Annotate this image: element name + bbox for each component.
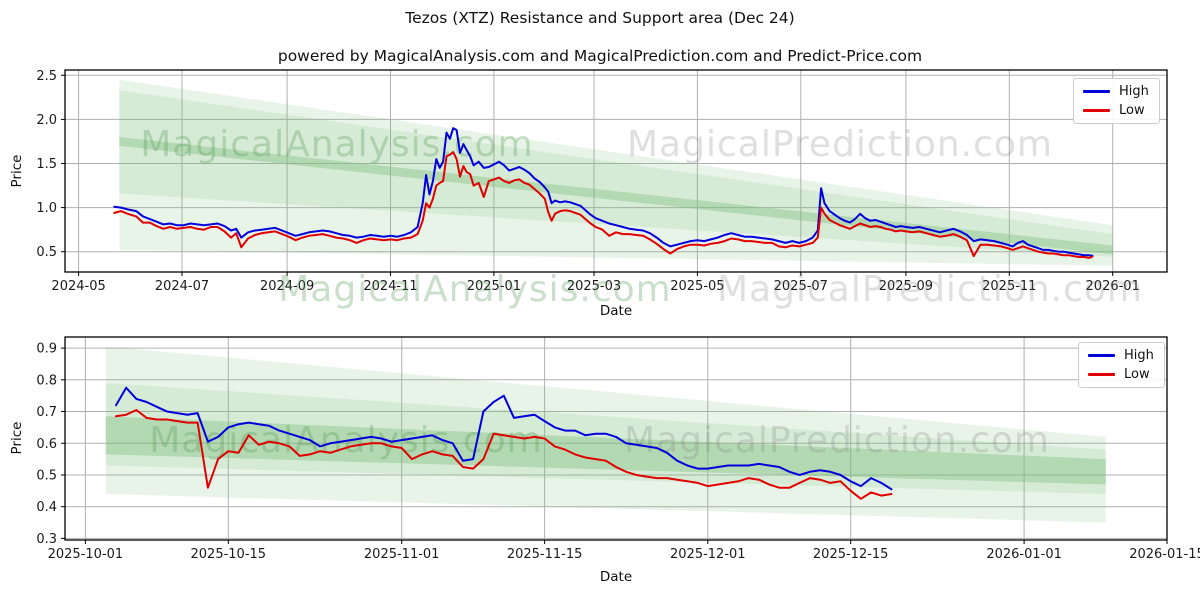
high-line-sample [1083,90,1110,93]
legend-item-low: Low [1088,368,1154,381]
legend-item-low: Low [1083,104,1149,117]
y-tick-label: 0.4 [36,500,57,515]
high-line [113,127,1094,257]
x-axis-label-bottom: Date [599,569,633,585]
chart-recent-zoom: MagicalAnalysis.com MagicalPrediction.com… [36,269,1200,562]
legend-label-low: Low [1124,367,1150,382]
chart-title: Tezos (XTZ) Resistance and Support area … [405,9,795,27]
legend-bottom: High Low [1078,342,1165,388]
legend-item-high: High [1088,349,1154,362]
legend-item-high: High [1083,85,1149,98]
legend-top: High Low [1073,78,1160,124]
low-line [113,151,1094,259]
y-tick-label: 0.5 [36,469,57,484]
y-tick-label: 0.9 [36,342,57,357]
x-tick-label: 2025-11 [982,279,1036,294]
x-tick-label: 2024-09 [260,279,314,294]
watermark-green: MagicalAnalysis.com [278,269,671,310]
x-tick-label: 2025-11-01 [364,547,440,562]
y-tick-label: 2.5 [36,69,57,84]
x-tick-label: 2025-10-01 [48,547,124,562]
watermark-gray: MagicalPrediction.com [624,420,1050,461]
x-tick-label: 2024-11 [363,279,417,294]
x-axis-label-top: Date [599,303,633,319]
plot-border [64,336,1168,541]
plot-border [64,69,1168,273]
x-tick-label: 2025-12-15 [813,547,889,562]
chart-subtitle: powered by MagicalAnalysis.com and Magic… [277,47,923,65]
watermark-gray: MagicalPrediction.com [717,269,1143,310]
y-tick-label: 0.3 [36,532,57,547]
y-axis-label-top: Price [9,154,25,188]
x-tick-label: 2025-09 [879,279,933,294]
support-resistance-band [105,416,1106,485]
support-resistance-band [105,383,1106,494]
x-tick-label: 2026-01-01 [986,547,1062,562]
legend-label-low: Low [1119,103,1145,118]
x-tick-label: 2025-07 [774,279,828,294]
x-tick-label: 2025-05 [670,279,724,294]
x-tick-label: 2025-03 [567,279,621,294]
x-tick-label: 2025-11-15 [507,547,583,562]
x-tick-label: 2024-07 [155,279,209,294]
watermark-gray: MagicalPrediction.com [627,124,1053,165]
chart-full-history: MagicalAnalysis.com MagicalPrediction.com… [36,69,1168,294]
high-line [115,386,893,491]
y-tick-label: 0.5 [36,245,57,260]
y-tick-label: 0.7 [36,405,57,420]
x-tick-label: 2025-12-01 [670,547,746,562]
watermark-green: MagicalAnalysis.com [140,124,533,165]
y-tick-label: 1.5 [36,157,57,172]
y-tick-label: 1.0 [36,201,57,216]
y-tick-label: 2.0 [36,113,57,128]
y-axis-label-bottom: Price [9,421,25,455]
y-tick-label: 0.8 [36,373,57,388]
x-tick-label: 2025-10-15 [191,547,267,562]
x-tick-label: 2025-01 [467,279,521,294]
legend-label-high: High [1119,84,1149,99]
x-tick-label: 2024-05 [51,279,105,294]
x-tick-label: 2026-01-15 [1129,547,1200,562]
support-resistance-band [119,79,1113,266]
high-line-sample [1088,354,1115,357]
low-line [115,409,893,500]
legend-label-high: High [1124,348,1154,363]
low-line-sample [1083,109,1110,112]
y-tick-label: 0.6 [36,437,57,452]
x-tick-label: 2026-01 [1086,279,1140,294]
low-line-sample [1088,373,1115,376]
support-resistance-band [119,90,1113,257]
